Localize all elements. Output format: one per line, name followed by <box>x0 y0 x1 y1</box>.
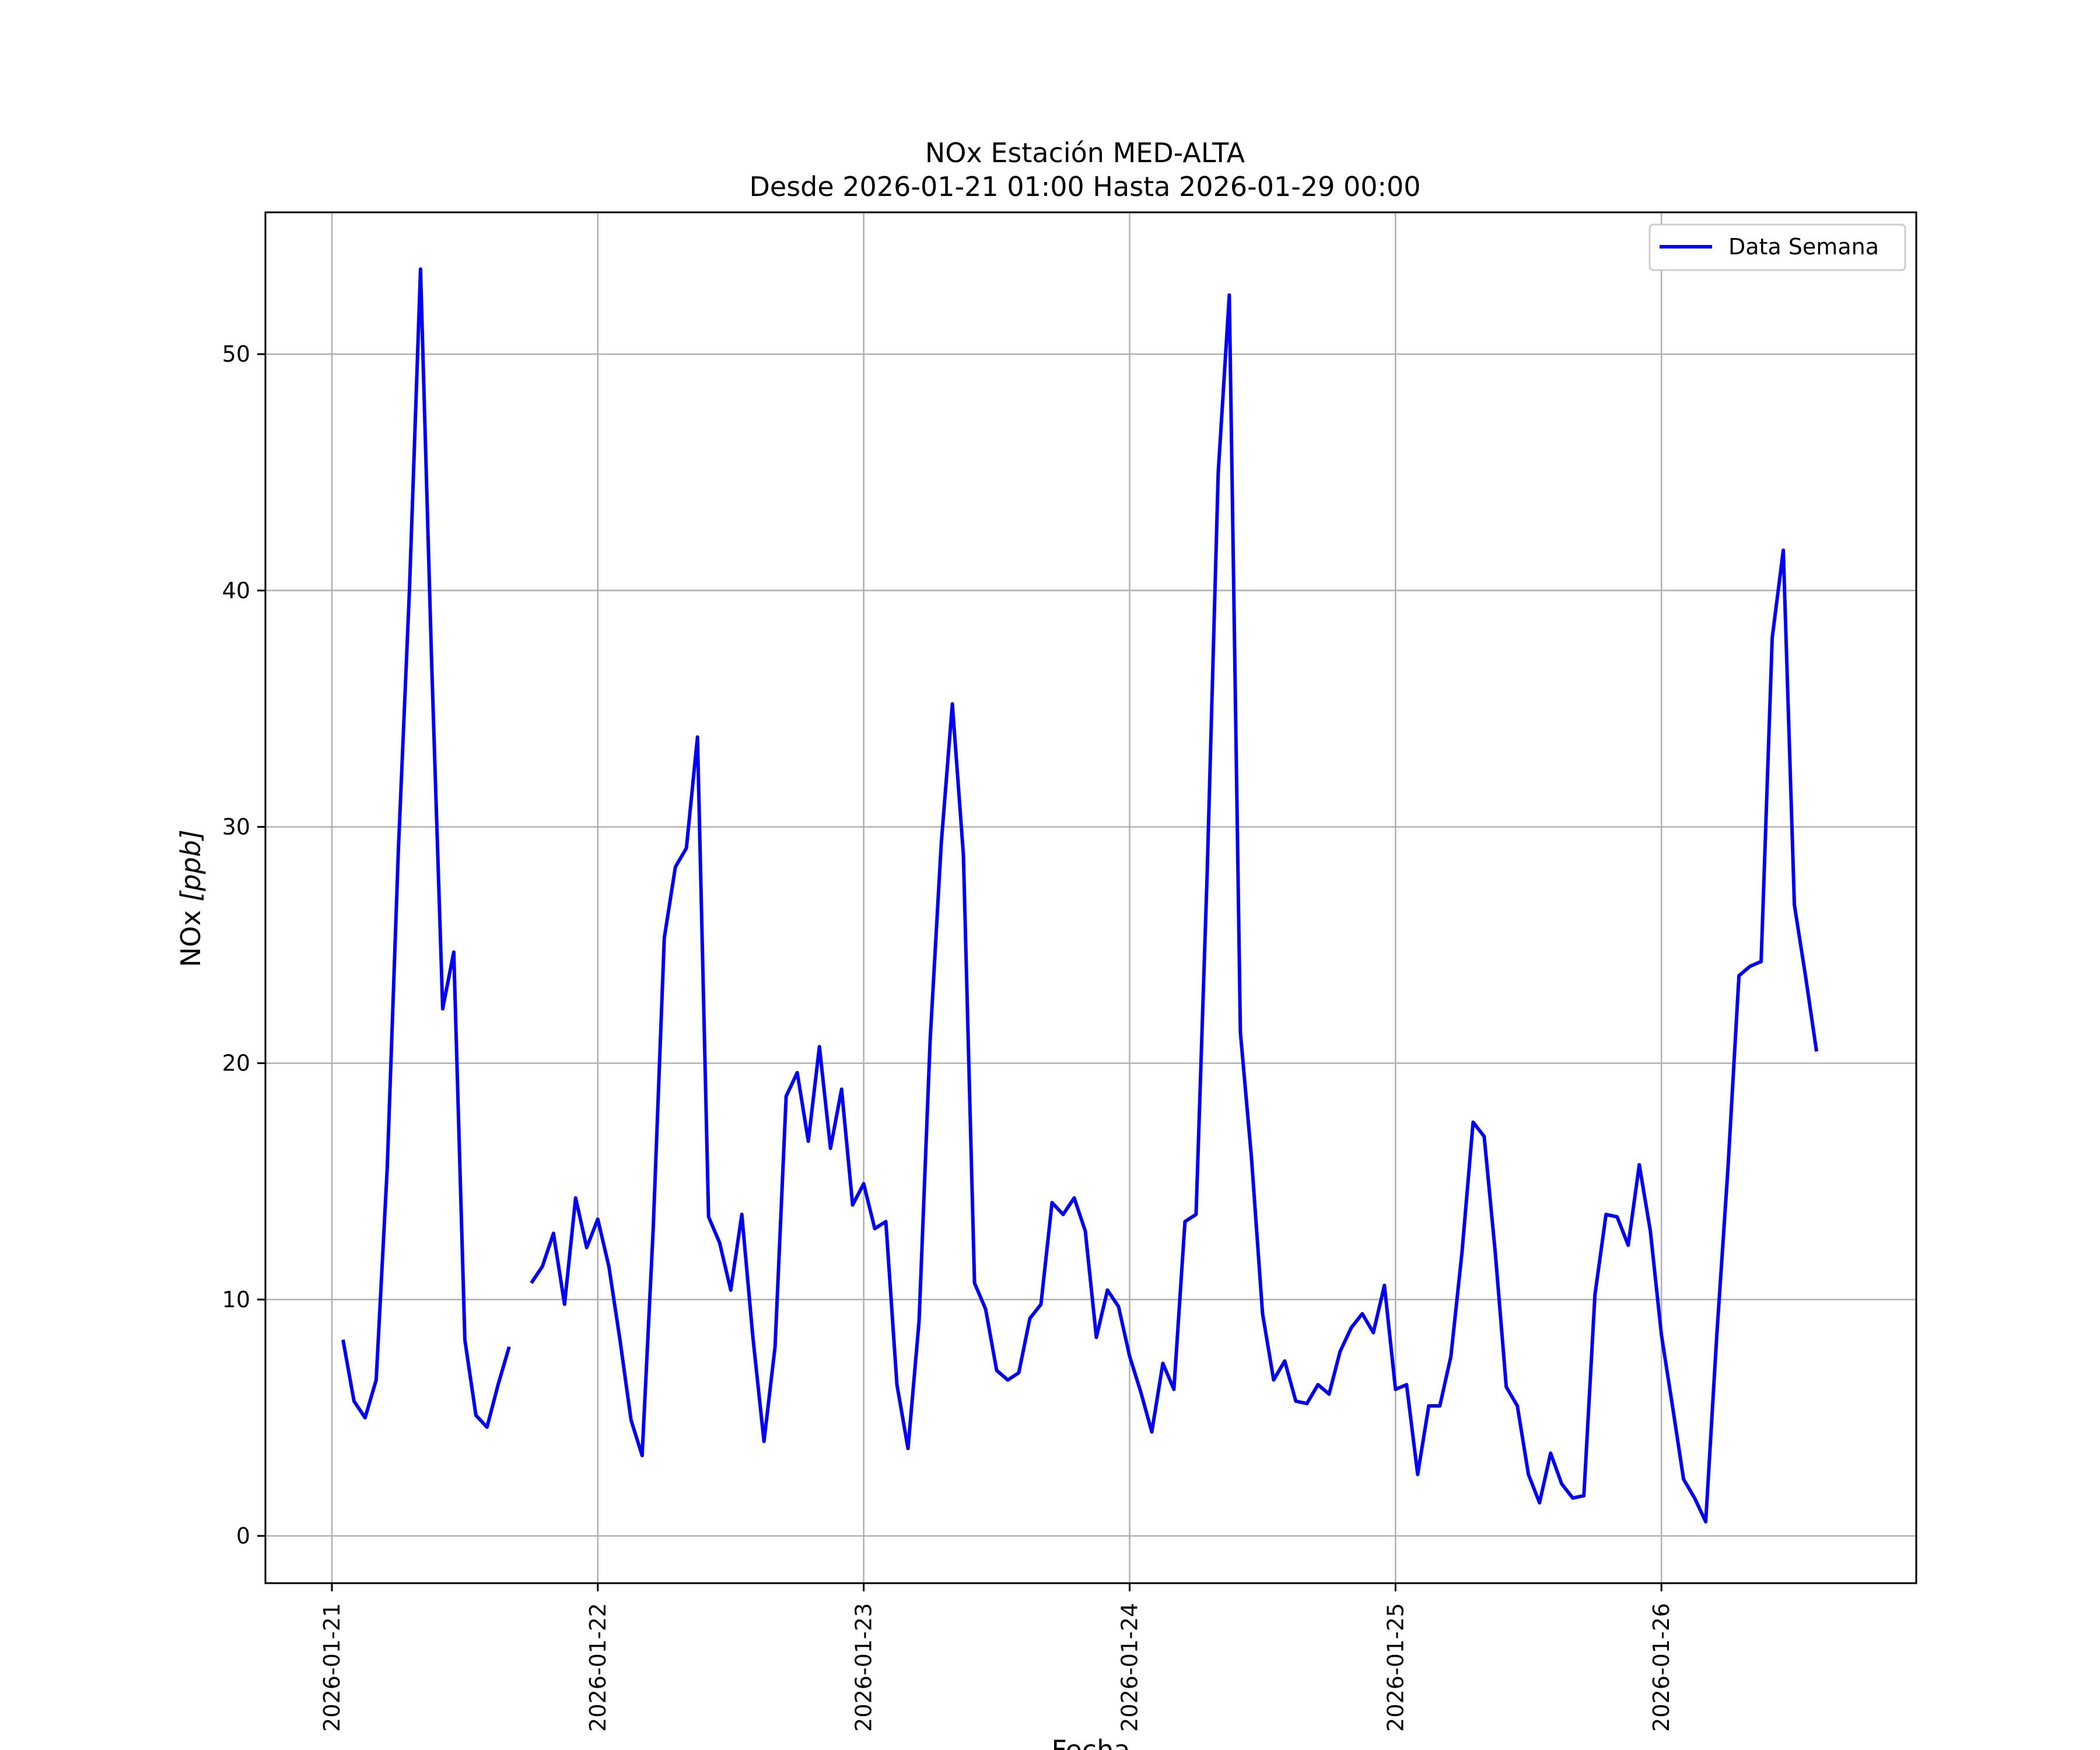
x-tick-label: 2026-01-25 <box>1382 1603 1408 1732</box>
y-tick-label: 30 <box>222 814 250 839</box>
plot-frame <box>264 211 1917 1584</box>
x-axis-label: Fecha <box>1052 1734 1130 1750</box>
x-tick-label: 2026-01-24 <box>1116 1603 1142 1732</box>
chart-title: NOx Estación MED-ALTA <box>925 137 1245 169</box>
series-lines <box>341 267 1819 1524</box>
x-tick-label: 2026-01-23 <box>851 1603 877 1732</box>
x-tick-label: 2026-01-26 <box>1648 1603 1674 1732</box>
chart-subtitle: Desde 2026-01-21 01:00 Hasta 2026-01-29 … <box>749 171 1420 202</box>
y-axis-label-main: NOx <box>175 902 206 967</box>
series-line-data-semana <box>530 293 1819 1524</box>
legend-label: Data Semana <box>1728 234 1879 260</box>
x-tick-label: 2026-01-22 <box>585 1603 611 1732</box>
axis-ticks: 0 10 20 30 40 50 2026-01-21 2026-01-22 2026-01-2… <box>222 341 1675 1732</box>
y-tick-label: 40 <box>222 578 250 603</box>
legend-box <box>1648 223 1906 271</box>
y-tick-label: 0 <box>236 1523 250 1549</box>
y-tick-label: 10 <box>222 1287 250 1312</box>
y-axis-label-unit: [ppb] <box>175 830 206 902</box>
y-tick-label: 20 <box>222 1051 250 1076</box>
y-axis-label: NOx [ppb] <box>175 830 206 967</box>
y-tick-label: 50 <box>222 341 250 367</box>
legend: Data Semana <box>1648 223 1906 271</box>
series-line-data-semana <box>341 267 511 1429</box>
x-tick-label: 2026-01-21 <box>319 1603 345 1732</box>
